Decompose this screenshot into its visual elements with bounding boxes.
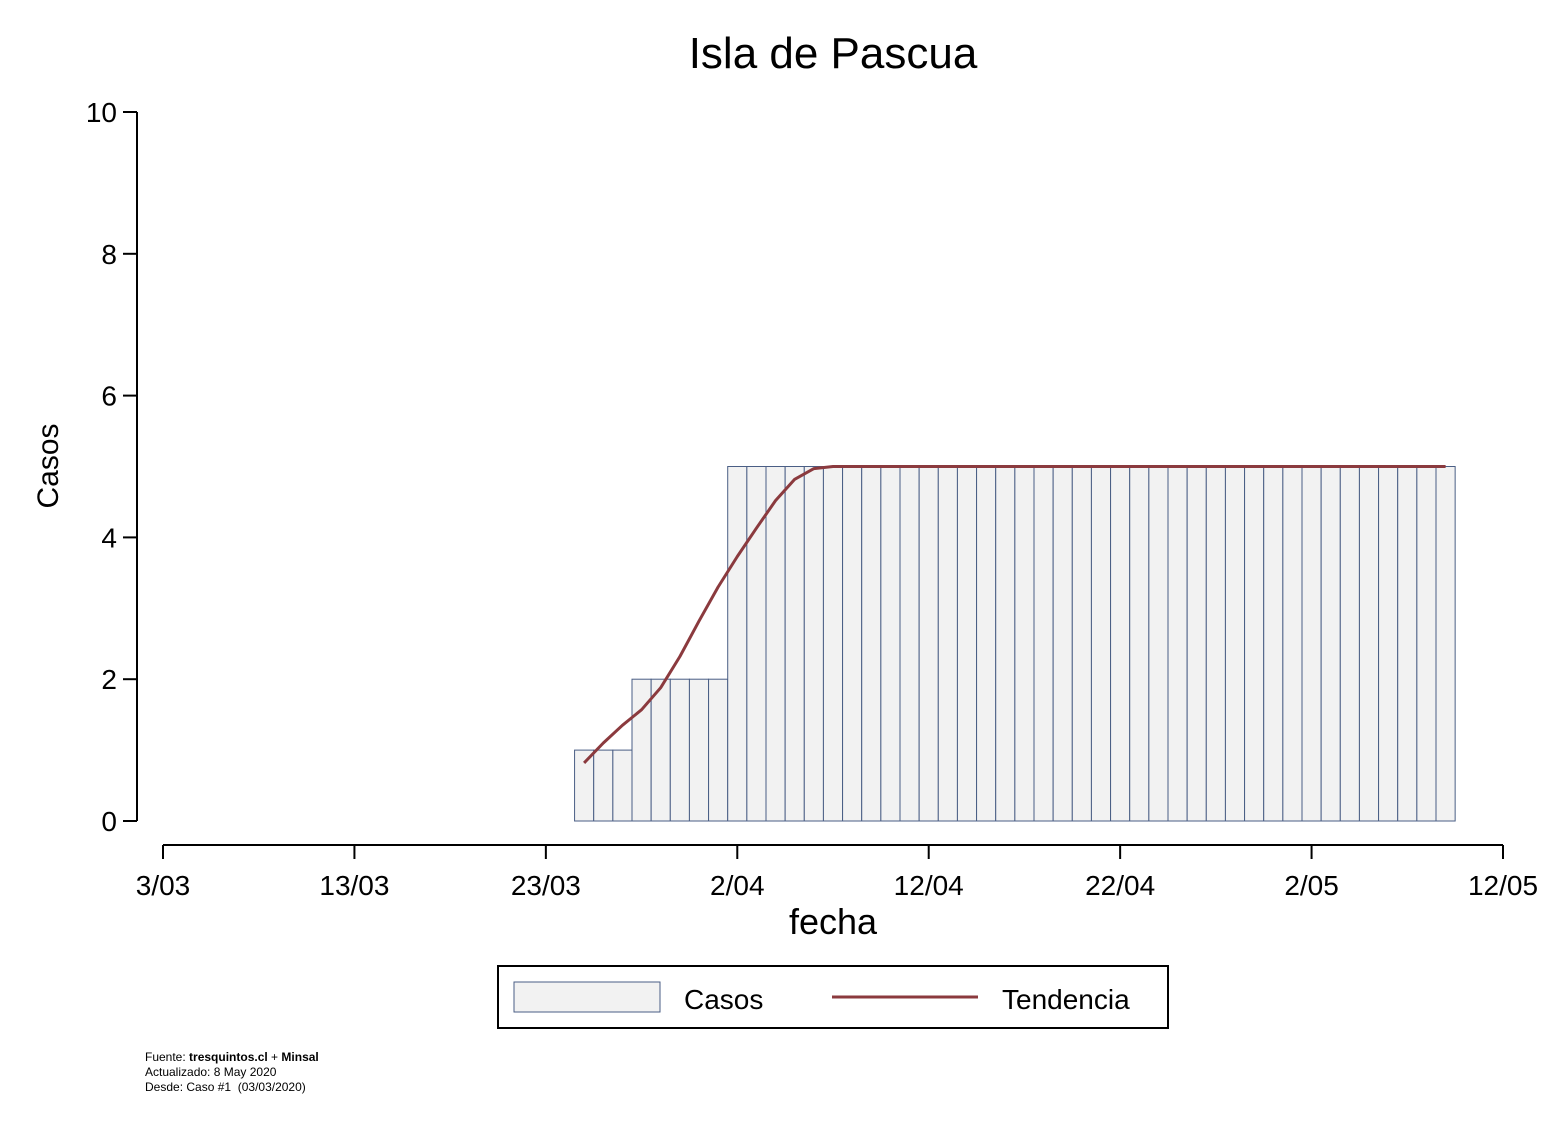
bar (1339, 466, 1360, 822)
bar (995, 466, 1016, 822)
bar (956, 466, 978, 822)
trend-line-group (583, 465, 1446, 764)
bar (1378, 466, 1399, 822)
y-tick-label: 8 (101, 239, 117, 270)
x-tick-label: 22/04 (1085, 870, 1155, 901)
bar (937, 466, 958, 822)
bar (1167, 466, 1188, 822)
bar (918, 466, 939, 822)
bar (1320, 466, 1341, 822)
bar (899, 466, 920, 822)
footer-source: Fuente: tresquintos.cl + Minsal (145, 1050, 319, 1064)
bar (669, 678, 690, 822)
footer-source-1: tresquintos.cl (189, 1050, 268, 1064)
bar (1435, 466, 1456, 822)
legend: Casos Tendencia (497, 965, 1169, 1029)
bar (1358, 466, 1380, 822)
y-tick-label: 4 (101, 522, 117, 553)
bar (1110, 466, 1131, 822)
x-tick-label: 12/04 (894, 870, 964, 901)
y-axis: 0 2 4 6 8 10 (86, 97, 138, 837)
bar (1416, 466, 1437, 822)
footer-updated: Actualizado: 8 May 2020 (145, 1065, 277, 1079)
bar (1224, 466, 1246, 822)
y-axis-label: Casos (32, 423, 65, 508)
bar (1205, 466, 1226, 822)
legend-label-casos: Casos (684, 984, 763, 1015)
x-tick-label: 2/05 (1284, 870, 1339, 901)
bar (765, 466, 786, 822)
footer-notes: Fuente: tresquintos.cl + Minsal Actualiz… (145, 1050, 319, 1095)
x-tick-label: 13/03 (319, 870, 389, 901)
x-tick-label: 12/05 (1468, 870, 1538, 901)
bar (803, 466, 824, 822)
x-axis: 3/03 13/03 23/03 2/04 12/04 22/04 2/05 12/05 (136, 844, 1538, 901)
bar (1148, 466, 1169, 822)
trend-line (583, 465, 1446, 764)
y-tick-label: 10 (86, 97, 117, 128)
x-axis-label: fecha (789, 901, 878, 942)
bar (727, 466, 748, 822)
legend-swatch-casos (513, 981, 661, 1013)
bar (880, 466, 901, 822)
bars-group (574, 466, 1456, 822)
bar (1014, 466, 1035, 822)
legend-label-tendencia: Tendencia (1002, 984, 1130, 1015)
bar (1282, 466, 1303, 822)
x-tick-label: 23/03 (511, 870, 581, 901)
bar (842, 466, 863, 822)
bar (612, 749, 633, 822)
footer-since: Desde: Caso #1 (03/03/2020) (145, 1080, 306, 1094)
bar (1301, 466, 1322, 822)
bar (1052, 466, 1073, 822)
footer-source-2: Minsal (281, 1050, 319, 1064)
y-tick-label: 2 (101, 664, 117, 695)
bar (1186, 466, 1207, 822)
bar (1244, 466, 1265, 822)
y-tick-label: 0 (101, 806, 117, 837)
bar (861, 466, 882, 822)
chart-title: Isla de Pascua (689, 29, 978, 78)
bar (976, 466, 997, 822)
bar (688, 678, 710, 822)
bar (593, 749, 614, 822)
bar (1033, 466, 1054, 822)
bar (1263, 466, 1284, 822)
bar (822, 466, 844, 822)
bar (650, 678, 671, 822)
bar (708, 678, 729, 822)
x-tick-label: 3/03 (136, 870, 191, 901)
x-tick-label: 2/04 (710, 870, 765, 901)
y-tick-label: 6 (101, 381, 117, 412)
bar (1090, 466, 1112, 822)
bar (1129, 466, 1150, 822)
bar (784, 466, 805, 822)
bar (1071, 466, 1092, 822)
bar (1397, 466, 1418, 822)
